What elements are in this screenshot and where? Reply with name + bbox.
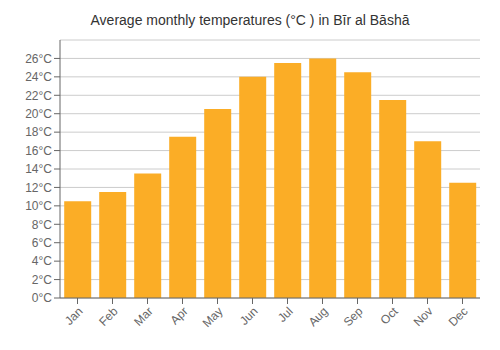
svg-text:10°C: 10°C [25, 199, 52, 213]
svg-text:Dec: Dec [446, 304, 471, 329]
svg-text:14°C: 14°C [25, 162, 52, 176]
svg-text:8°C: 8°C [32, 218, 52, 232]
svg-text:26°C: 26°C [25, 52, 52, 66]
svg-text:18°C: 18°C [25, 125, 52, 139]
svg-text:Apr: Apr [168, 304, 191, 327]
svg-text:24°C: 24°C [25, 70, 52, 84]
svg-text:Nov: Nov [411, 304, 436, 329]
svg-text:Sep: Sep [341, 304, 366, 329]
svg-text:6°C: 6°C [32, 236, 52, 250]
svg-text:20°C: 20°C [25, 107, 52, 121]
svg-text:Oct: Oct [378, 304, 402, 328]
svg-text:4°C: 4°C [32, 254, 52, 268]
svg-text:Aug: Aug [306, 304, 331, 329]
svg-text:22°C: 22°C [25, 89, 52, 103]
html-text:Average monthly temperatures (: Average monthly temperatures (°C ) in Bī… [90, 12, 410, 28]
svg-text:Jul: Jul [275, 304, 296, 325]
svg-text:May: May [200, 304, 226, 330]
svg-text:Jan: Jan [62, 304, 86, 328]
svg-text:Mar: Mar [131, 304, 156, 329]
svg-text:12°C: 12°C [25, 181, 52, 195]
svg-text:16°C: 16°C [25, 144, 52, 158]
svg-text:Jun: Jun [237, 304, 261, 328]
svg-text:Feb: Feb [96, 304, 121, 329]
svg-text:2°C: 2°C [32, 273, 52, 287]
svg-text:0°C: 0°C [32, 291, 52, 305]
